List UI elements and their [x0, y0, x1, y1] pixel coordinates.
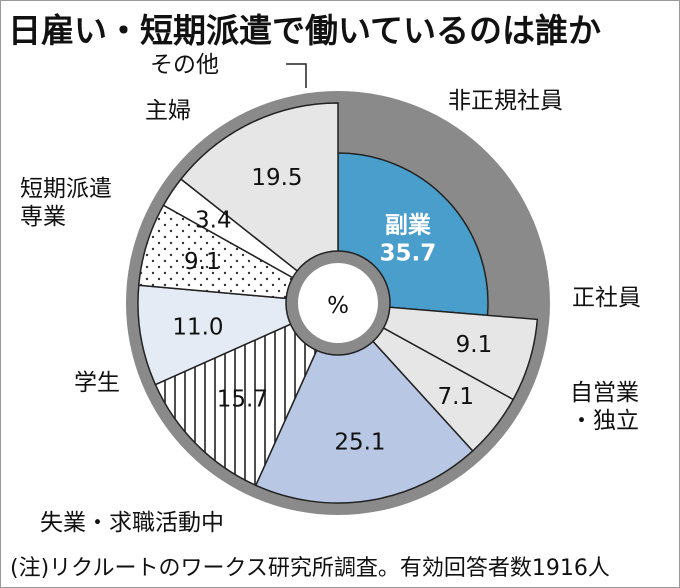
slice-4-value: 15.7	[217, 386, 268, 412]
slice-0-label: 副業	[385, 212, 432, 239]
footnote: (注)リクルートのワークス研究所調査。有効回答者数1916人	[10, 556, 610, 581]
slice-6-label: 主婦	[145, 98, 191, 124]
slice-7-label: その他	[150, 52, 219, 78]
slice-5-value: 11.0	[172, 314, 223, 340]
slice-8	[179, 102, 339, 272]
center-label: %	[327, 293, 349, 319]
slice-8-label: 非正規社員	[448, 88, 563, 114]
slice-4	[154, 323, 318, 487]
slice-7-leader-line	[286, 63, 307, 88]
slice-4-label: 学生	[74, 370, 120, 396]
slice-3-value: 25.1	[334, 429, 385, 455]
slice-0	[337, 152, 489, 317]
slice-7-value: 3.4	[195, 208, 232, 234]
slice-3	[254, 340, 474, 504]
slice-5-label: 短期派遣専業	[20, 176, 112, 230]
slice-3-label: 失業・求職活動中	[40, 510, 224, 536]
slice-0-value: 35.7	[380, 241, 437, 267]
slice-2-value: 7.1	[437, 384, 474, 410]
hole	[298, 263, 378, 343]
slice-8-value: 19.5	[251, 165, 302, 191]
slice-1-label: 正社員	[572, 285, 641, 311]
slice-2-label: 自営業・独立	[570, 380, 639, 434]
slice-1-value: 9.1	[456, 332, 493, 358]
chart-title: 日雇い・短期派遣で働いているのは誰か	[8, 11, 602, 50]
slice-6-value: 9.1	[184, 249, 221, 275]
